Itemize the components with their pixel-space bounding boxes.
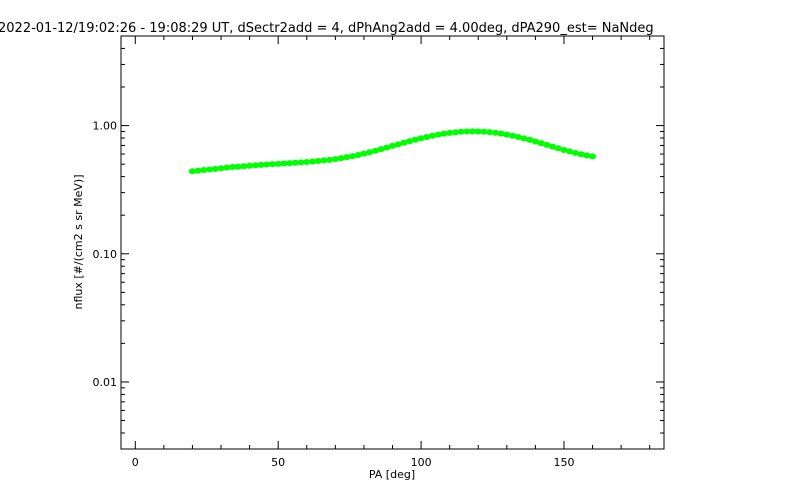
- data-point: [411, 136, 419, 143]
- data-point: [446, 129, 454, 136]
- data-point: [423, 133, 431, 140]
- data-point: [457, 128, 465, 135]
- data-point: [377, 146, 385, 153]
- data-point: [463, 128, 471, 135]
- data-point: [228, 164, 237, 171]
- data-point: [205, 166, 214, 173]
- data-point: [531, 138, 539, 145]
- data-point: [400, 139, 408, 146]
- data-point: [246, 162, 254, 169]
- plot-frame: [120, 35, 665, 450]
- data-point: [548, 143, 557, 150]
- data-point: [366, 149, 374, 156]
- data-point: [583, 152, 591, 159]
- data-point: [577, 151, 585, 158]
- data-points: [188, 128, 597, 175]
- x-tick-label: 150: [553, 456, 574, 469]
- data-point: [474, 128, 482, 135]
- data-point: [388, 142, 397, 149]
- data-point: [491, 129, 499, 136]
- data-point: [440, 130, 448, 137]
- y-tick-label: 0.01: [93, 376, 118, 389]
- data-point: [331, 156, 339, 163]
- data-point: [428, 132, 437, 139]
- y-tick-label: 0.10: [93, 248, 118, 261]
- x-tick-label: 100: [411, 456, 432, 469]
- data-point: [223, 164, 231, 171]
- data-point: [194, 167, 202, 174]
- data-point: [188, 168, 197, 175]
- x-tick-label: 50: [271, 456, 285, 469]
- data-point: [217, 165, 225, 172]
- data-point: [571, 149, 580, 156]
- x-tick-label: 0: [132, 456, 139, 469]
- data-point: [320, 157, 328, 164]
- chart-title: 2022-01-12/19:02:26 - 19:08:29 UT, dSect…: [0, 21, 654, 36]
- data-point: [560, 147, 568, 154]
- data-point: [526, 136, 534, 143]
- axes: 0 50 100 150 0.01 0.10 1.00: [93, 35, 664, 469]
- data-point: [468, 128, 477, 135]
- data-point: [348, 153, 357, 160]
- data-point: [371, 147, 379, 154]
- data-point: [503, 131, 511, 138]
- data-point: [434, 131, 442, 138]
- data-point: [520, 135, 528, 142]
- data-point: [508, 132, 517, 139]
- x-axis-label: PA [deg]: [369, 468, 415, 481]
- data-point: [354, 151, 362, 158]
- data-point: [200, 167, 208, 174]
- data-point: [263, 161, 271, 168]
- data-point: [343, 154, 351, 161]
- data-point: [566, 148, 574, 155]
- data-point: [211, 165, 219, 172]
- data-point: [303, 159, 311, 166]
- data-point: [514, 133, 522, 140]
- y-tick-label: 1.00: [93, 120, 118, 133]
- data-point: [383, 144, 391, 151]
- data-point: [274, 160, 282, 167]
- data-point: [240, 163, 248, 170]
- data-point: [308, 158, 317, 165]
- data-point: [497, 130, 505, 137]
- data-point: [537, 140, 545, 147]
- data-point: [543, 141, 551, 148]
- data-point: [326, 156, 334, 163]
- data-point: [337, 155, 345, 162]
- data-point: [257, 161, 265, 168]
- data-point: [251, 162, 259, 169]
- y-axis-label: nflux [#/(cm2 s sr MeV)]: [72, 175, 85, 310]
- data-point: [286, 160, 294, 167]
- data-point: [280, 160, 288, 167]
- data-point: [360, 150, 368, 157]
- data-point: [451, 129, 459, 136]
- data-point: [406, 138, 414, 145]
- data-point: [268, 161, 277, 168]
- data-point: [291, 159, 299, 166]
- data-point: [314, 157, 322, 164]
- data-point: [234, 163, 242, 170]
- data-point: [297, 159, 305, 166]
- data-point: [554, 145, 562, 152]
- data-point: [417, 135, 425, 142]
- data-point: [588, 153, 597, 160]
- data-point: [480, 128, 488, 135]
- data-point: [486, 129, 494, 136]
- data-point: [394, 141, 402, 148]
